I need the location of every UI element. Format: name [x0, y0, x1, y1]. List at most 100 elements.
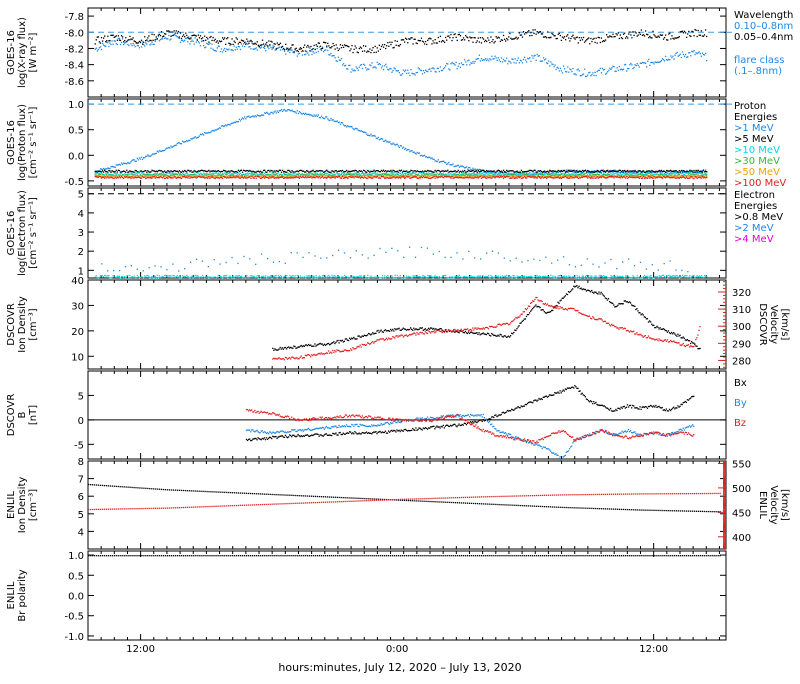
data-point	[164, 150, 165, 151]
data-point	[223, 39, 224, 40]
data-point	[368, 69, 369, 70]
data-point	[682, 51, 683, 52]
data-point	[117, 44, 118, 45]
data-point	[513, 62, 514, 63]
data-point	[187, 41, 188, 42]
data-point	[451, 176, 452, 177]
data-point	[472, 168, 473, 169]
data-point	[469, 167, 470, 168]
data-point	[317, 46, 318, 47]
data-point	[211, 40, 212, 41]
data-point	[537, 31, 538, 32]
data-point	[557, 171, 558, 172]
data-point	[409, 39, 410, 40]
data-point	[269, 44, 270, 45]
data-point	[532, 29, 533, 30]
data-point	[472, 170, 473, 171]
data-point	[107, 172, 108, 173]
data-point	[456, 62, 457, 63]
data-point	[102, 40, 103, 41]
data-point	[567, 66, 568, 67]
data-point	[296, 112, 297, 113]
data-point	[120, 44, 121, 45]
data-point	[226, 125, 227, 126]
data-point	[398, 70, 399, 71]
data-point	[116, 170, 117, 171]
data-point	[312, 116, 313, 117]
data-point	[206, 175, 207, 176]
data-point	[572, 68, 573, 69]
data-point	[206, 37, 207, 38]
data-point	[351, 126, 352, 127]
data-point	[262, 40, 263, 41]
data-point	[576, 74, 577, 75]
series-group	[95, 109, 708, 179]
data-point	[232, 44, 233, 45]
data-point	[233, 41, 234, 42]
data-point	[630, 63, 631, 64]
data-point	[264, 45, 265, 46]
data-point	[303, 47, 304, 48]
data-point	[423, 70, 424, 71]
data-point	[264, 48, 265, 49]
data-point	[145, 42, 146, 43]
data-point	[625, 37, 626, 38]
data-point	[267, 47, 268, 48]
data-point	[216, 51, 217, 52]
data-point	[534, 176, 535, 177]
data-point	[244, 42, 245, 43]
data-point	[243, 118, 244, 119]
data-point	[472, 42, 473, 43]
data-point	[548, 60, 549, 61]
data-point	[672, 56, 673, 57]
data-point	[359, 67, 360, 68]
data-point	[309, 48, 310, 49]
data-point	[194, 43, 195, 44]
data-point	[247, 172, 248, 173]
data-point	[494, 177, 495, 178]
data-point	[359, 48, 360, 49]
data-point	[209, 43, 210, 44]
data-point	[186, 35, 187, 36]
data-point	[137, 158, 138, 159]
data-point	[168, 35, 169, 36]
data-point	[242, 172, 243, 173]
data-point	[144, 45, 145, 46]
data-point	[457, 68, 458, 69]
data-point	[285, 53, 286, 54]
data-point	[373, 52, 374, 53]
data-point	[248, 115, 249, 116]
data-point	[131, 45, 132, 46]
data-point	[429, 157, 430, 158]
data-point	[210, 48, 211, 49]
data-point	[285, 174, 286, 175]
data-point	[570, 69, 571, 70]
data-point	[108, 46, 109, 47]
data-point	[109, 42, 110, 43]
data-point	[694, 54, 695, 55]
data-point	[582, 39, 583, 40]
data-point	[457, 40, 458, 41]
data-point	[321, 174, 322, 175]
data-point	[148, 41, 149, 42]
data-point	[144, 157, 145, 158]
data-point	[406, 39, 407, 40]
data-point	[706, 177, 707, 178]
data-point	[219, 175, 220, 176]
data-point	[304, 177, 305, 178]
data-point	[290, 172, 291, 173]
data-point	[432, 40, 433, 41]
data-point	[218, 42, 219, 43]
data-point	[342, 170, 343, 171]
data-point	[353, 129, 354, 130]
data-point	[417, 43, 418, 44]
data-point	[181, 178, 182, 179]
data-point	[618, 70, 619, 71]
data-point	[436, 171, 437, 172]
data-point	[458, 66, 459, 67]
data-point	[422, 73, 423, 74]
data-point	[684, 31, 685, 32]
data-point	[669, 59, 670, 60]
data-point	[96, 48, 97, 49]
data-point	[266, 172, 267, 173]
